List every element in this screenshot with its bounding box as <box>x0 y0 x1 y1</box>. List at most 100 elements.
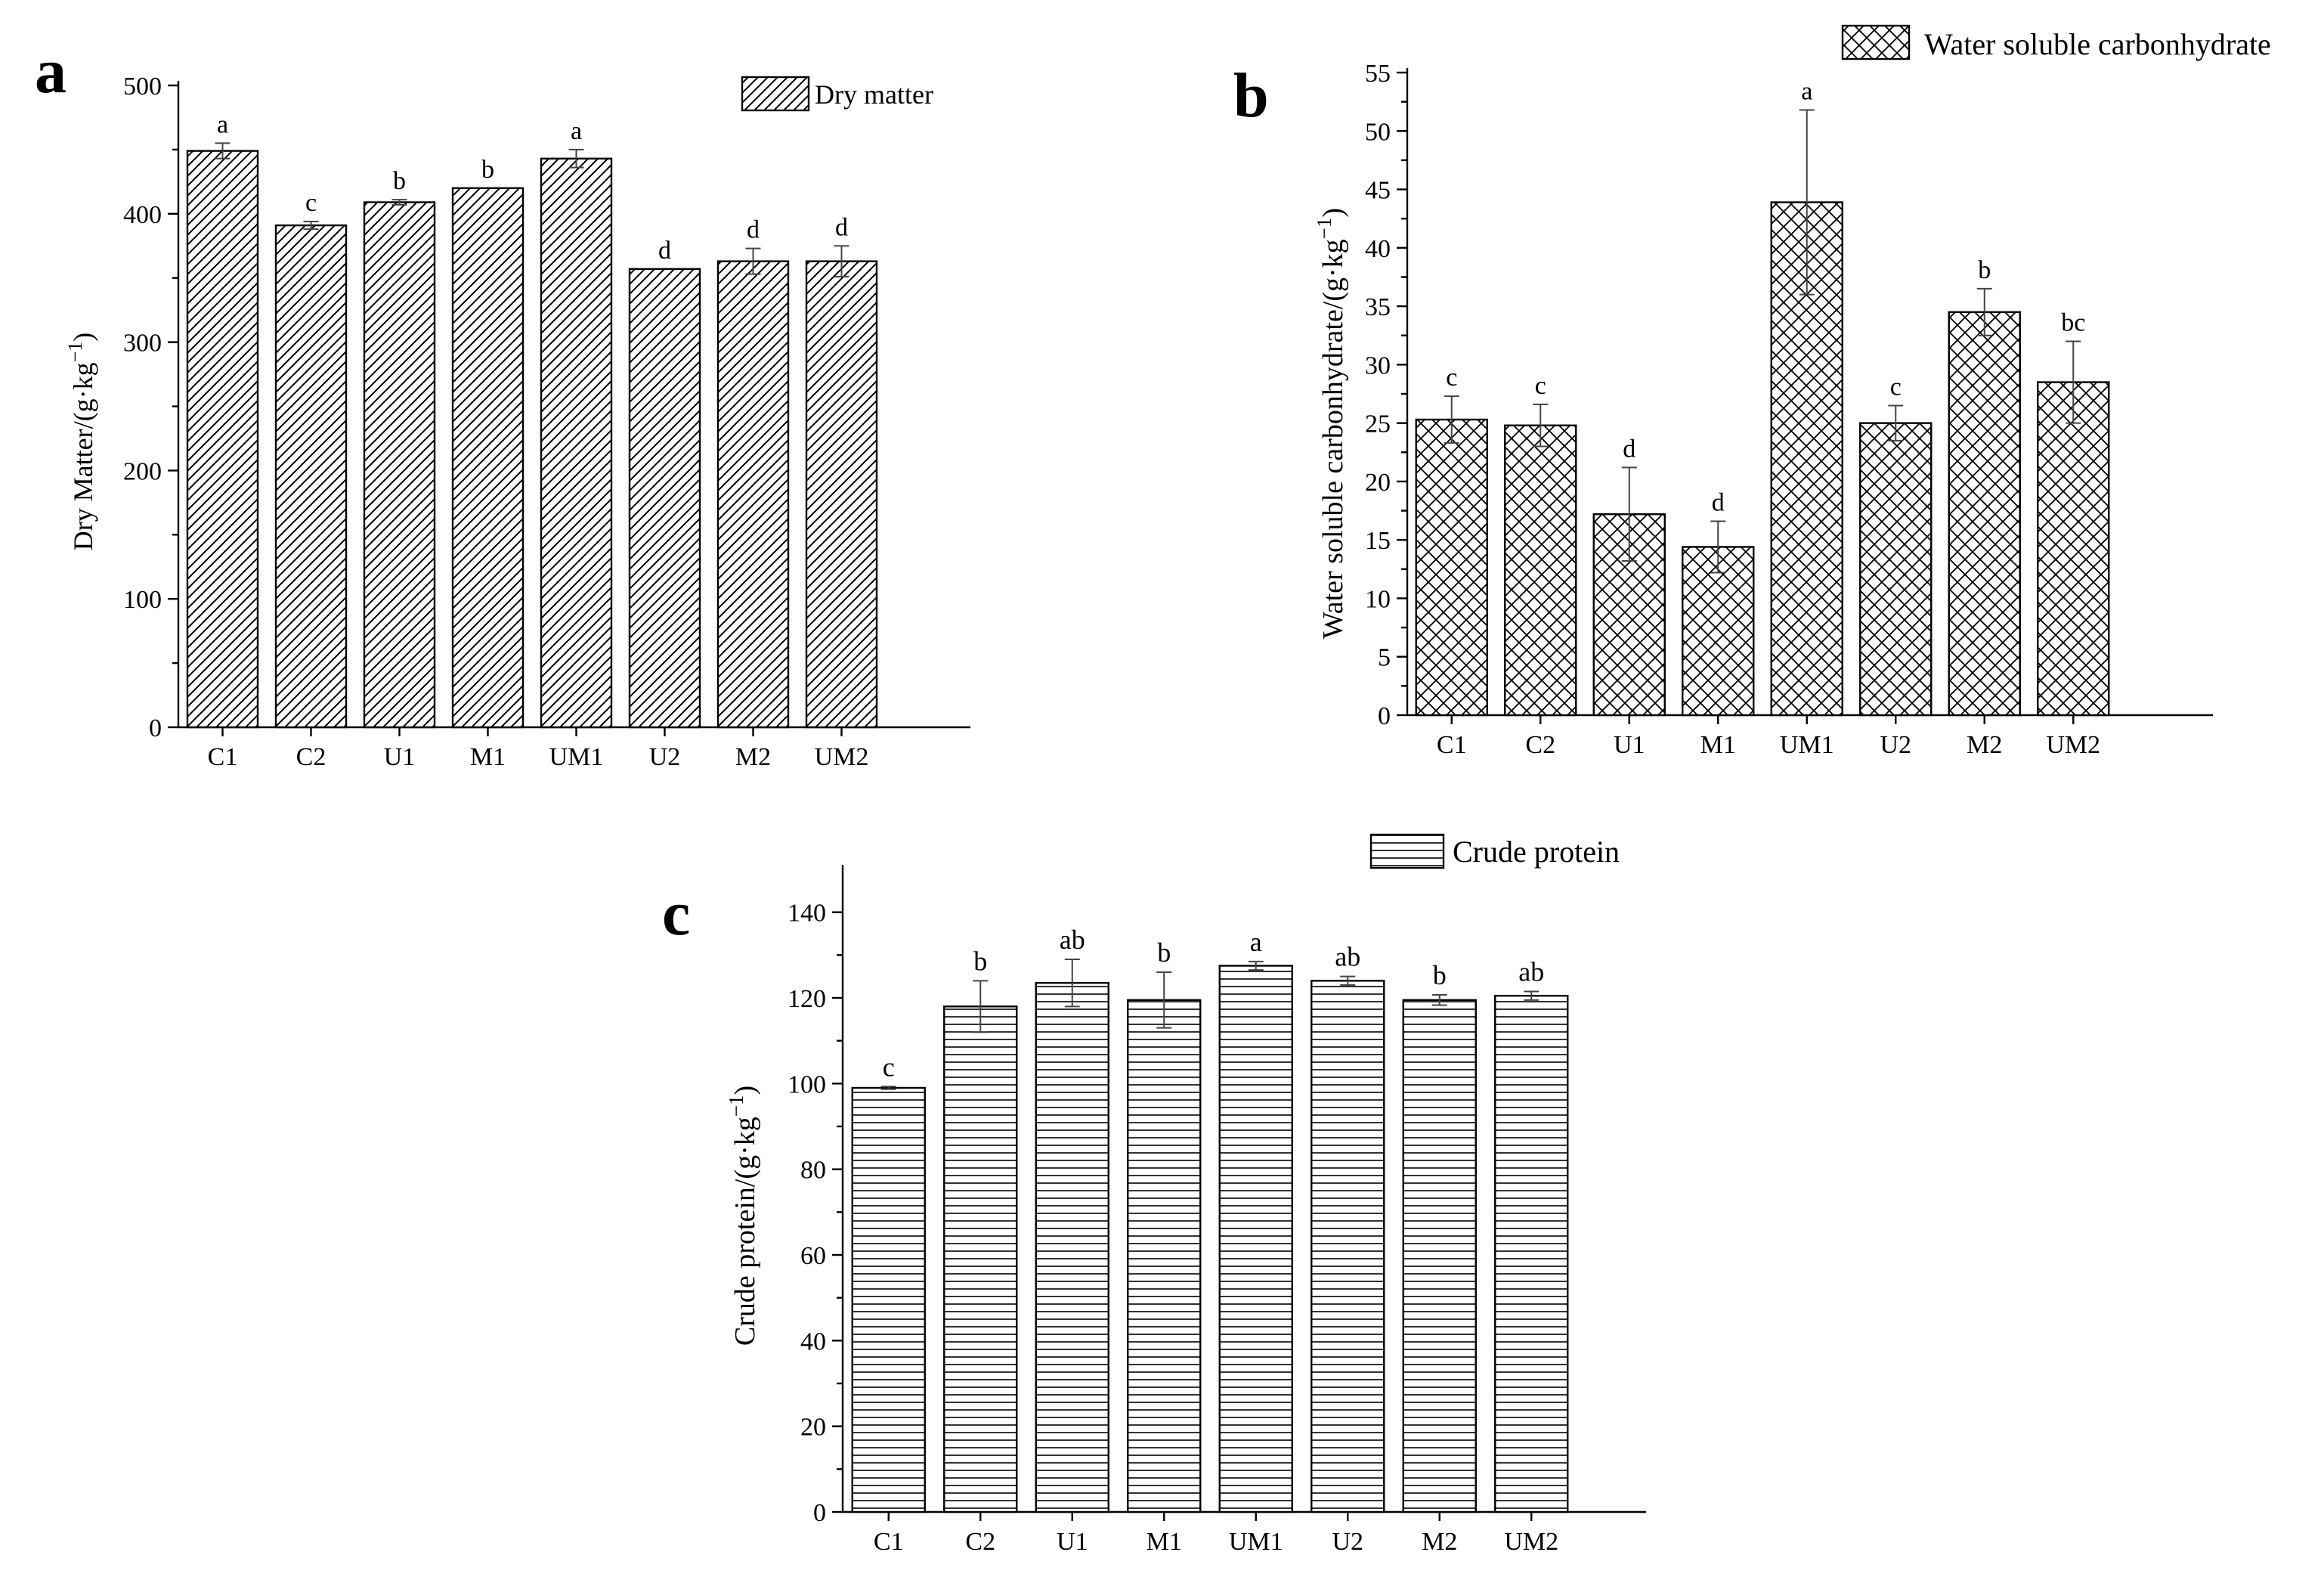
x-tick-label-UM1-c: UM1 <box>1229 1528 1283 1556</box>
y-tick-label-b: 35 <box>1365 293 1391 321</box>
x-tick-label-M1-c: M1 <box>1147 1528 1182 1556</box>
bar-U2-b <box>1859 422 1933 717</box>
bar-U2-a <box>628 268 701 729</box>
error-bar-M2-a <box>745 247 761 275</box>
y-tick-label-b: 5 <box>1378 644 1391 672</box>
x-tick-label-U2-b: U2 <box>1880 731 1911 759</box>
y-tick-label-c: 100 <box>788 1070 826 1098</box>
error-bar-UM2-c <box>1524 990 1540 1001</box>
legend-c: Crude protein <box>1369 833 1620 869</box>
y-tick-label-c: 140 <box>788 900 826 928</box>
significance-label-U2-b: c <box>1890 373 1902 401</box>
y-tick-label-b: 50 <box>1365 118 1391 146</box>
error-bar-C2-b <box>1533 403 1549 448</box>
error-bar-M2-c <box>1431 994 1447 1006</box>
x-tick-label-C2-b: C2 <box>1525 731 1555 759</box>
y-tick-label-a: 200 <box>123 457 162 485</box>
y-tick-label-b: 20 <box>1365 469 1391 497</box>
bar-C1-a <box>186 150 259 729</box>
bar-M2-c <box>1402 999 1477 1513</box>
x-tick-label-UM2-c: UM2 <box>1504 1528 1558 1556</box>
legend-label-c: Crude protein <box>1453 835 1620 869</box>
x-tick-label-C1-a: C1 <box>208 743 238 771</box>
y-tick-label-c: 40 <box>800 1328 826 1355</box>
significance-label-M1-b: d <box>1712 488 1725 516</box>
significance-label-U1-c: ab <box>1060 925 1085 955</box>
chart-panel-a: a Dry matter Dry Matter/(g·kg−1) 0 100 200… <box>35 36 970 771</box>
x-tick-label-UM1-a: UM1 <box>549 743 604 771</box>
y-tick-label-b: 25 <box>1365 410 1391 438</box>
significance-label-UM1-a: a <box>571 117 582 145</box>
legend-swatch-c <box>1369 833 1445 869</box>
legend-label-a: Dry matter <box>815 79 933 110</box>
significance-label-M1-c: b <box>1157 937 1171 968</box>
significance-label-U1-a: b <box>393 167 406 195</box>
significance-label-M2-a: d <box>747 216 760 244</box>
error-bar-C1-c <box>880 1086 896 1090</box>
bar-M1-c <box>1127 999 1202 1513</box>
significance-label-U2-a: d <box>658 237 671 265</box>
bar-UM2-c <box>1494 994 1569 1513</box>
error-bar-U2-c <box>1340 975 1356 986</box>
error-bar-C1-a <box>215 142 231 160</box>
y-tick-label-b: 15 <box>1365 527 1391 555</box>
legend-a: Dry matter <box>741 76 933 112</box>
y-tick-label-b: 0 <box>1378 702 1391 730</box>
chart-panel-b: b Water soluble carbonhydrate Water solu… <box>1233 24 2271 759</box>
y-tick-label-a: 0 <box>149 714 162 742</box>
y-tick-label-b: 10 <box>1365 585 1391 613</box>
y-tick-label-a: 100 <box>123 586 162 614</box>
x-tick-label-UM2-a: UM2 <box>815 743 869 771</box>
error-bar-M2-b <box>1976 287 1992 336</box>
panel-letter-c: c <box>662 878 690 949</box>
error-bar-M1-c <box>1156 971 1172 1029</box>
legend-swatch-b <box>1841 24 1911 60</box>
error-bar-UM2-b <box>2066 340 2081 424</box>
x-tick-label-C1-c: C1 <box>874 1528 904 1556</box>
legend-b: Water soluble carbonhydrate <box>1841 24 2271 61</box>
legend-swatch-a <box>741 76 810 112</box>
bar-UM1-c <box>1218 965 1293 1513</box>
x-tick-label-UM2-b: UM2 <box>2046 731 2100 759</box>
y-tick-label-c: 20 <box>800 1414 826 1442</box>
significance-label-U2-c: ab <box>1335 942 1360 972</box>
y-tick-label-a: 500 <box>123 73 162 101</box>
bar-C2-a <box>274 224 348 729</box>
y-tick-label-b: 55 <box>1365 60 1391 88</box>
error-bar-U2-b <box>1888 404 1904 441</box>
error-bar-U1-b <box>1621 466 1637 562</box>
bar-U2-c <box>1311 980 1385 1513</box>
y-axis-label-b: Water soluble carbonhydrate/(g·kg−1) <box>1313 208 1349 639</box>
y-axis-label-c: Crude protein/(g·kg−1) <box>725 1086 761 1346</box>
significance-label-C1-b: c <box>1446 364 1457 392</box>
error-bar-UM2-a <box>834 245 849 278</box>
y-tick-label-c: 60 <box>800 1242 826 1270</box>
significance-label-C2-b: c <box>1535 372 1546 400</box>
bar-U1-c <box>1035 981 1109 1513</box>
error-bar-C2-a <box>303 220 319 231</box>
x-tick-label-M2-b: M2 <box>1967 731 2002 759</box>
y-tick-label-a: 300 <box>123 330 162 358</box>
x-tick-label-C2-c: C2 <box>965 1528 995 1556</box>
x-tick-label-M2-a: M2 <box>735 743 771 771</box>
x-tick-label-M2-c: M2 <box>1422 1528 1457 1556</box>
x-tick-label-M1-a: M1 <box>470 743 506 771</box>
y-tick-label-c: 80 <box>800 1157 826 1185</box>
significance-label-UM2-a: d <box>835 213 848 241</box>
significance-label-M2-b: b <box>1978 256 1991 284</box>
bar-UM2-a <box>805 260 878 729</box>
significance-label-M1-a: b <box>481 156 494 184</box>
bar-C1-c <box>851 1086 926 1513</box>
x-tick-label-U1-a: U1 <box>384 743 416 771</box>
error-bar-UM1-c <box>1248 960 1264 971</box>
bar-U1-a <box>363 201 436 729</box>
panel-letter-a: a <box>35 36 67 107</box>
significance-label-C2-a: c <box>305 189 317 217</box>
x-tick-label-C1-b: C1 <box>1437 731 1467 759</box>
x-tick-label-U1-c: U1 <box>1057 1528 1088 1556</box>
error-bar-C2-c <box>973 980 989 1033</box>
bar-M1-a <box>451 187 525 729</box>
error-bar-M1-b <box>1710 520 1726 574</box>
legend-label-b: Water soluble carbonhydrate <box>1924 27 2271 61</box>
